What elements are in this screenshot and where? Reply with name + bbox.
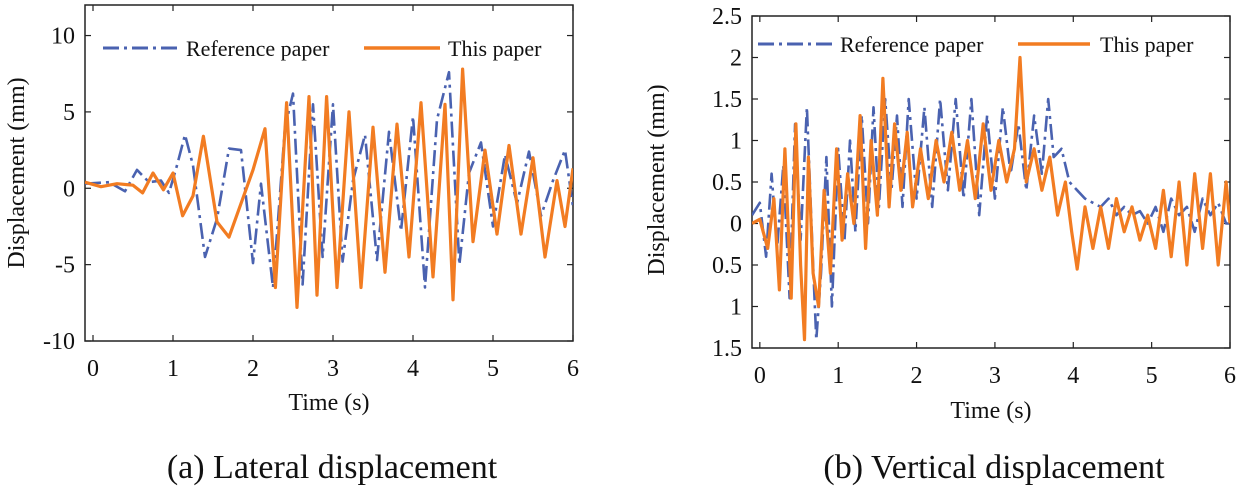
series-lateral — [85, 67, 573, 309]
x-tick-label: 5 — [487, 356, 499, 382]
legend-label: Reference paper — [840, 32, 984, 57]
legend-lateral: Reference paper This paper — [103, 36, 542, 61]
y-tick-label: -10 — [43, 329, 75, 355]
y-tick-label: 2.5 — [712, 4, 742, 30]
y-axis-title-lateral: Displacement (mm) — [4, 77, 30, 268]
x-axis-title-lateral: Time (s) — [288, 390, 369, 416]
x-tick-label: 0 — [87, 356, 99, 382]
y-tick-label: 1 — [730, 129, 742, 155]
x-tick-label: 4 — [1067, 363, 1079, 389]
x-tick-label: 2 — [247, 356, 259, 382]
y-tick-label: -5 — [55, 253, 75, 279]
legend-label: This paper — [448, 36, 542, 61]
y-tick-label: 0.5 — [712, 253, 742, 279]
x-tick-label: 4 — [407, 356, 419, 382]
y-tick-label: 1.5 — [712, 336, 742, 362]
series-line-this-paper — [752, 55, 1230, 342]
x-tick-label: 1 — [832, 363, 844, 389]
y-tick-label: 0.5 — [712, 170, 742, 196]
ticks-vertical: 2.5 2 1.5 1 0.5 0 0.5 1 1.5 0 1 2 3 4 5 6 — [712, 4, 1236, 389]
series-line-reference-paper — [85, 70, 573, 289]
y-axis-title-vertical: Displacement (mm) — [644, 84, 670, 275]
y-tick-label: 0 — [730, 212, 742, 238]
series-vertical — [752, 55, 1230, 342]
panel-vertical: 2.5 2 1.5 1 0.5 0 0.5 1 1.5 0 1 2 3 4 5 6 Reference pap… — [644, 4, 1236, 486]
ticks-lateral: 10 5 0 -5 -10 0 1 2 3 4 5 6 — [43, 5, 579, 382]
series-line-this-paper — [85, 67, 573, 309]
x-tick-label: 3 — [327, 356, 339, 382]
y-tick-label: 0 — [63, 176, 75, 202]
x-axis-title-vertical: Time (s) — [950, 398, 1031, 424]
y-tick-label: 2 — [730, 46, 742, 72]
y-tick-label: 1 — [730, 295, 742, 321]
legend-label: Reference paper — [186, 36, 330, 61]
y-tick-label: 10 — [51, 24, 75, 50]
x-tick-label: 6 — [567, 356, 579, 382]
legend-label: This paper — [1100, 32, 1194, 57]
caption-vertical: (b) Vertical displacement — [823, 449, 1165, 486]
panel-lateral: 10 5 0 -5 -10 0 1 2 3 4 5 6 Reference paper This pap… — [4, 4, 579, 486]
legend-vertical: Reference paper This paper — [758, 32, 1194, 57]
x-tick-label: 3 — [989, 363, 1001, 389]
x-tick-label: 1 — [167, 356, 179, 382]
x-tick-label: 0 — [754, 363, 766, 389]
x-tick-label: 6 — [1224, 363, 1236, 389]
y-tick-label: 5 — [63, 100, 75, 126]
y-tick-label: 1.5 — [712, 87, 742, 113]
x-tick-label: 2 — [911, 363, 923, 389]
x-tick-label: 5 — [1146, 363, 1158, 389]
caption-lateral: (a) Lateral displacement — [167, 449, 498, 486]
